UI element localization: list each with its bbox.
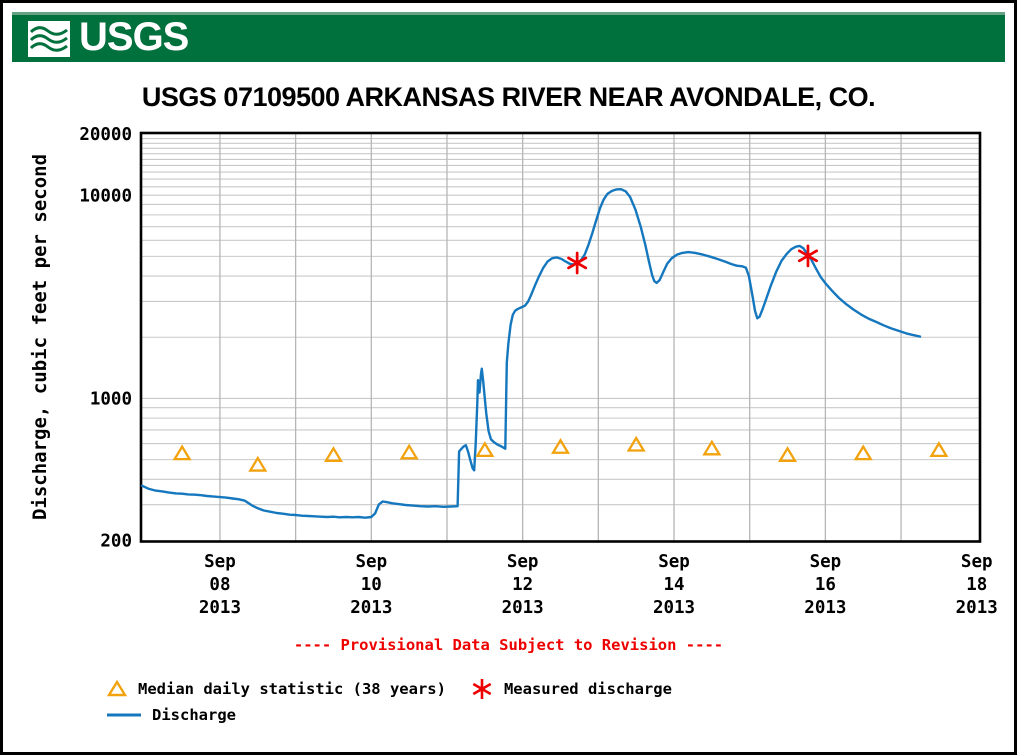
median-triangle-marker (248, 455, 268, 472)
x-tick-label: Sep 16 2013 (804, 552, 846, 618)
y-tick-label: 200 (100, 532, 132, 552)
measured-asterisk-icon (472, 679, 492, 699)
x-tick-label: Sep 12 2013 (502, 552, 544, 618)
usgs-wave-icon (28, 20, 70, 57)
median-triangle-marker (475, 441, 495, 458)
median-triangle-marker (399, 443, 419, 460)
median-triangle-marker (550, 438, 571, 454)
median-triangle-marker (702, 439, 722, 456)
usgs-logo: USGS (28, 15, 189, 59)
y-tick-label: 1000 (90, 390, 132, 410)
discharge-line (140, 188, 922, 519)
x-tick-label: Sep 10 2013 (350, 552, 392, 618)
legend-row-1: Median daily statistic (38 years) Measur… (106, 677, 672, 701)
median-triangle-marker (778, 446, 798, 462)
median-triangle-marker (929, 441, 949, 458)
y-tick-label: 20000 (79, 125, 132, 145)
provisional-notice: ---- Provisional Data Subject to Revisio… (293, 636, 724, 654)
y-axis-title: Discharge, cubic feet per second (29, 154, 51, 520)
median-triangle-marker (853, 444, 873, 461)
measured-asterisk-marker (797, 244, 818, 268)
x-tick-label: Sep 08 2013 (199, 552, 241, 618)
plot-border (139, 131, 982, 543)
legend-row-2: Discharge (106, 706, 236, 724)
median-triangle-icon (106, 679, 128, 697)
usgs-header-bar: USGS (12, 12, 1005, 62)
median-triangle-marker (172, 444, 192, 461)
usgs-wordmark: USGS (79, 15, 189, 59)
y-tick-label: 10000 (79, 186, 132, 206)
median-legend-label: Median daily statistic (38 years) (138, 680, 446, 698)
measured-asterisk-marker (567, 251, 588, 275)
measured-legend-label: Measured discharge (503, 680, 672, 698)
chart-title: USGS 07109500 ARKANSAS RIVER NEAR AVONDA… (141, 82, 876, 112)
median-triangle-marker (323, 446, 343, 462)
discharge-legend-label: Discharge (152, 706, 236, 724)
discharge-line-icon (107, 713, 141, 717)
x-tick-label: Sep 18 2013 (956, 552, 998, 618)
median-triangle-marker (626, 435, 646, 452)
x-tick-label: Sep 14 2013 (653, 552, 695, 618)
